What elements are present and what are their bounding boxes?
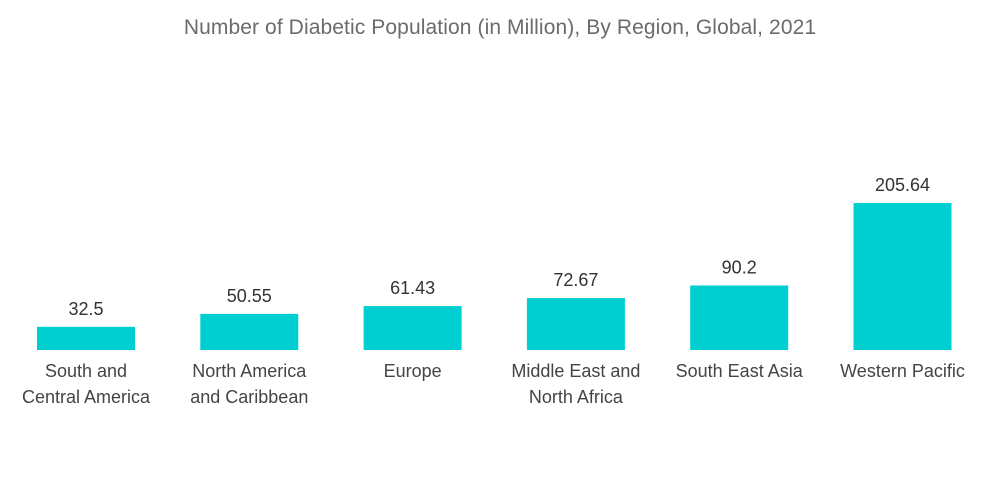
chart-title: Number of Diabetic Population (in Millio…	[183, 16, 817, 39]
bar-3	[526, 298, 625, 350]
category-label-4: South East Asia	[676, 361, 804, 381]
category-label-line: Middle East and	[511, 361, 640, 381]
bar-5	[853, 203, 952, 350]
bar-2	[363, 306, 462, 350]
value-label-4: 90.2	[722, 258, 757, 278]
bar-4	[690, 285, 789, 350]
category-label-line: North America	[192, 361, 307, 381]
category-label-line: Europe	[384, 361, 442, 381]
category-label-3: Middle East and North Africa	[511, 361, 640, 407]
value-label-5: 205.64	[875, 175, 930, 195]
category-label-line: South East Asia	[676, 361, 804, 381]
category-label-line: and Caribbean	[190, 387, 308, 407]
value-label-2: 61.43	[390, 278, 435, 298]
category-label-line: North Africa	[529, 387, 624, 407]
bar-0	[37, 326, 135, 350]
labels-layer: 32.5 South and Central America 50.55 North A…	[22, 175, 965, 407]
category-label-line: Central America	[22, 387, 151, 407]
category-label-line: South and	[45, 361, 127, 381]
value-label-1: 50.55	[227, 286, 272, 306]
value-label-0: 32.5	[68, 299, 103, 319]
bar-1	[200, 313, 299, 350]
bars-layer	[37, 203, 952, 350]
category-label-1: North America and Caribbean	[190, 361, 308, 407]
category-label-line: Western Pacific	[840, 361, 965, 381]
value-label-3: 72.67	[553, 270, 598, 290]
category-label-2: Europe	[384, 361, 442, 381]
category-label-0: South and Central America	[22, 361, 151, 407]
category-label-5: Western Pacific	[840, 361, 965, 381]
